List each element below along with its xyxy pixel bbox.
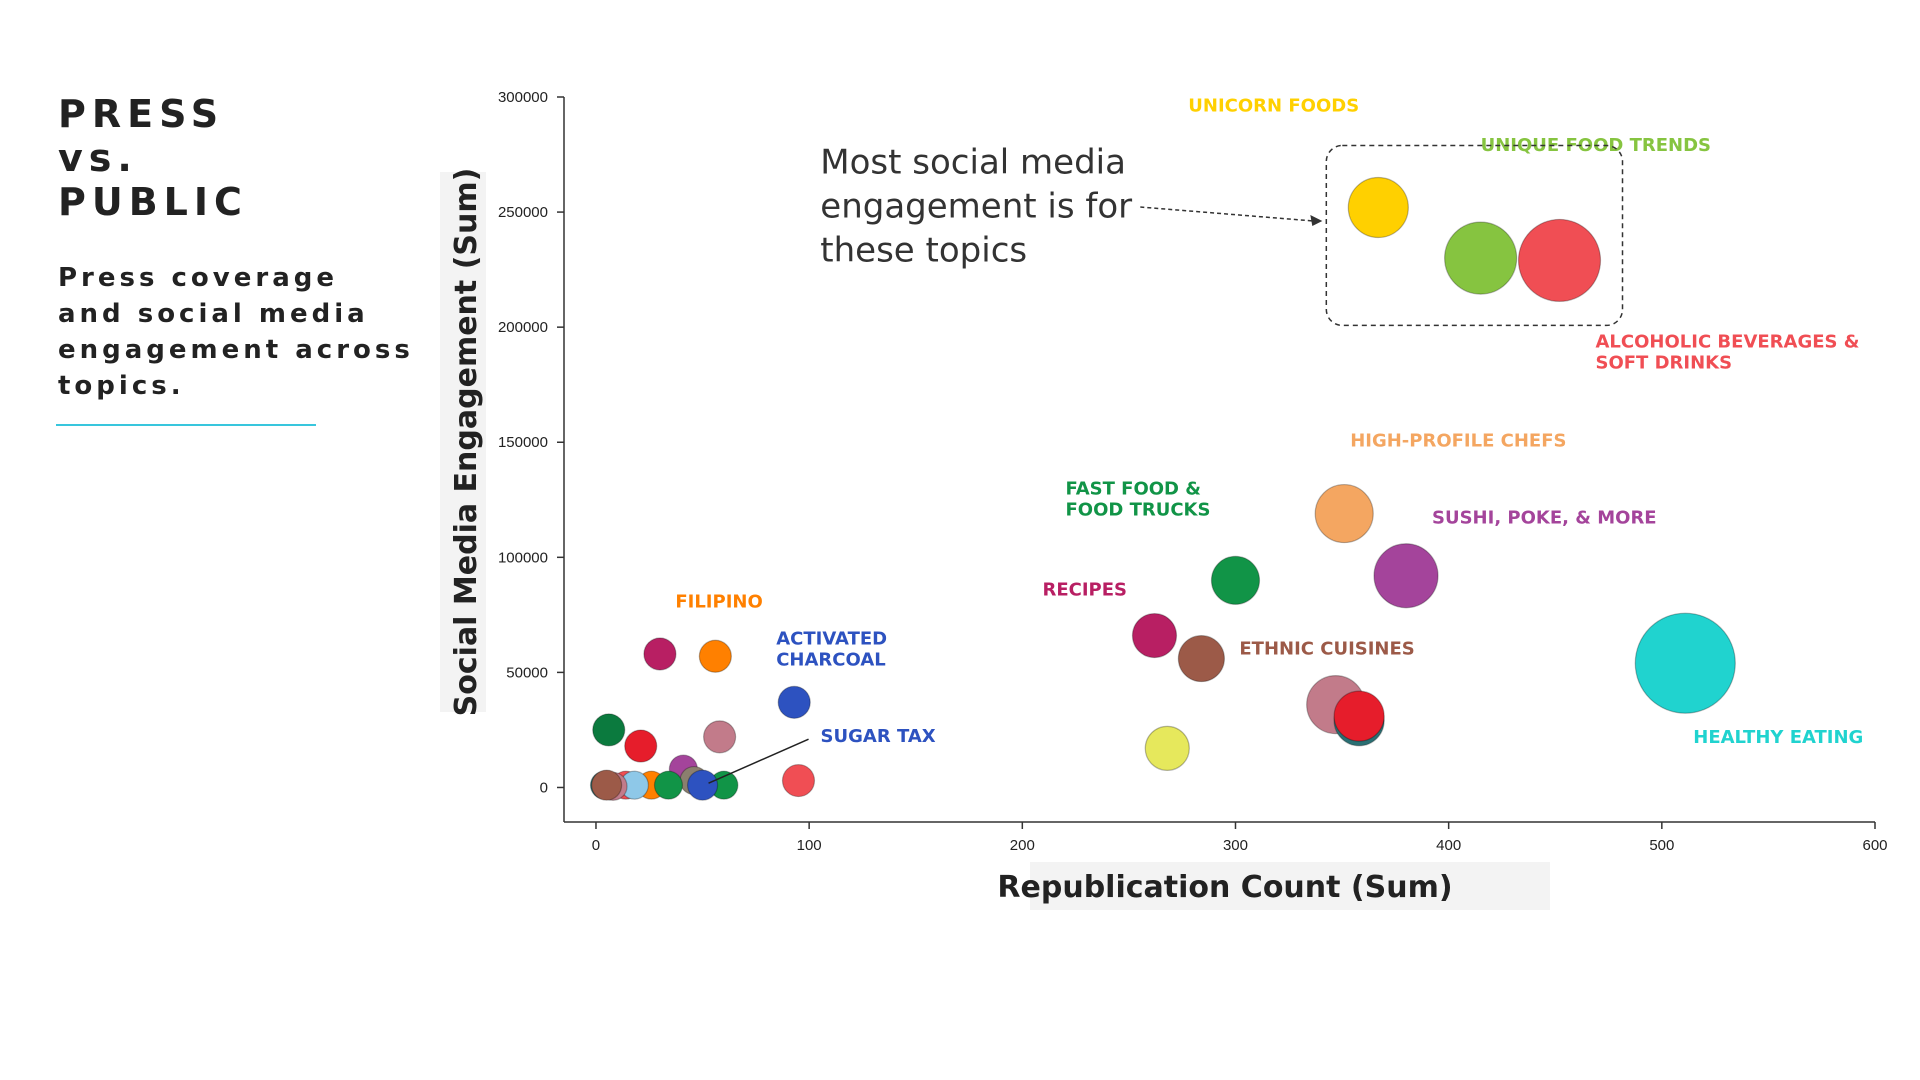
point-label: SUSHI, POKE, & MORE [1432,508,1657,529]
data-point [1517,218,1602,303]
title-line: PRESS [58,92,225,136]
subtitle-line: and social media [58,299,369,329]
highlight-box [1325,144,1624,327]
data-point [591,769,623,801]
point-label: HEALTHY EATING [1693,727,1863,748]
y-tick-label: 50000 [506,664,548,681]
data-point [1634,612,1736,714]
y-tick-label: 150000 [498,434,548,451]
x-tick-label: 100 [797,837,822,854]
subtitle-line: Press coverage [58,263,338,293]
title-line: vs. [58,136,138,180]
subtitle-line: topics. [58,371,185,401]
data-point [1131,612,1178,659]
data-point [1314,483,1374,544]
y-tick-label: 200000 [498,319,548,336]
annotation-text-line: engagement is for [820,186,1132,226]
y-axis-title: Social Media Engagement (Sum) [449,168,484,717]
point-label: SUGAR TAX [821,726,936,747]
annotation-arrow-head [1310,215,1323,227]
point-label: FAST FOOD & FOOD TRUCKS [1065,478,1210,520]
x-tick-label: 300 [1223,837,1248,854]
point-label: RECIPES [1042,580,1127,601]
data-point [686,769,719,801]
data-point [698,639,732,673]
data-point [781,763,816,798]
data-point [1333,690,1385,742]
y-axis-title-background [440,172,486,712]
annotation-arrow-line [1140,206,1315,222]
data-point [1444,221,1518,295]
point-label: ETHNIC CUISINES [1239,639,1414,660]
x-axis-title: Republication Count (Sum) [997,870,1452,905]
x-tick-label: 600 [1862,837,1887,854]
point-label: ALCOHOLIC BEVERAGES & SOFT DRINKS [1596,331,1860,373]
axes: 0 100 200 300 400 500 600 0 50000 100000 150000 200… [498,89,1888,854]
x-tick-label: 200 [1010,837,1035,854]
data-point [1144,725,1190,771]
y-tick-label: 0 [540,779,548,796]
page-title: PRESS vs. PUBLIC [58,92,248,224]
page-subtitle: Press coverage and social media engageme… [58,260,418,404]
accent-divider [56,424,316,426]
data-point [653,770,684,800]
x-axis-title-background [1030,862,1550,910]
data-point [1210,555,1261,605]
data-point [1347,176,1409,239]
title-line: PUBLIC [58,180,248,224]
data-point [777,685,811,719]
x-tick-label: 500 [1649,837,1674,854]
data-points [589,176,1736,801]
point-label: ACTIVATED CHARCOAL [776,628,887,670]
y-tick-label: 100000 [498,549,548,566]
x-tick-label: 0 [592,837,600,854]
data-point [1373,543,1439,609]
annotation-text-line: Most social media [820,142,1126,182]
sugar-tax-leader-line [708,738,809,784]
data-point [592,713,626,747]
point-label: UNICORN FOODS [1188,95,1359,116]
y-tick-label: 300000 [498,89,548,106]
data-point [643,637,677,671]
data-point [1177,634,1225,683]
data-point [624,729,658,763]
point-label: FILIPINO [675,591,762,612]
point-label: HIGH-PROFILE CHEFS [1350,431,1566,452]
subtitle-line: engagement across [58,335,414,365]
annotation-text-line: these topics [820,230,1027,270]
y-tick-label: 250000 [498,204,548,221]
data-point [703,720,737,754]
x-tick-label: 400 [1436,837,1461,854]
